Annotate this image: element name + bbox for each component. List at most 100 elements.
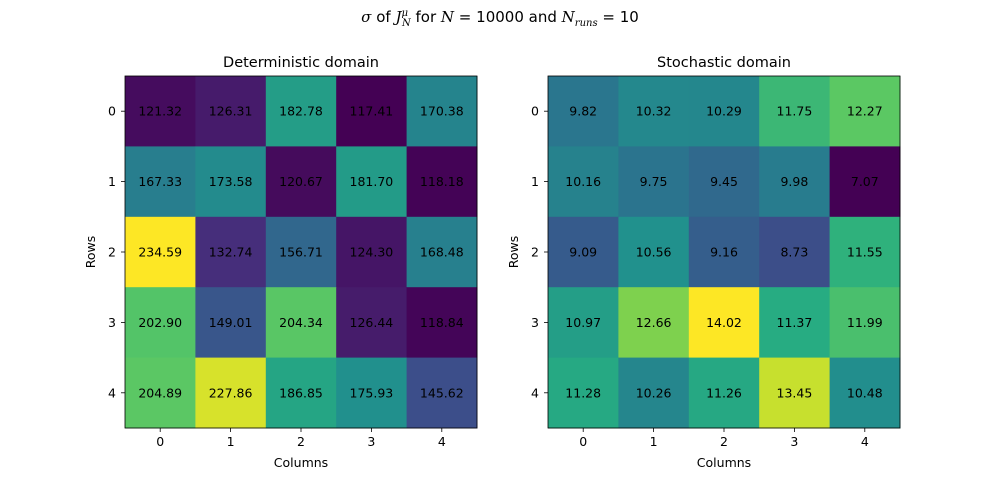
heatmap-cell-1-1-0 (548, 146, 619, 218)
heatmap-cell-1-2-4 (829, 216, 901, 288)
cell-value-label-1-0-2: 10.29 (706, 104, 742, 119)
heatmap-cell-1-1-1 (618, 146, 690, 218)
heatmap-cell-0-2-1 (195, 216, 267, 288)
heatmap-cell-0-2-0 (125, 216, 196, 288)
cell-value-label-1-4-3: 13.45 (777, 385, 813, 400)
cell-value-label-0-4-2: 186.85 (279, 385, 323, 400)
heatmap-cell-1-3-4 (829, 287, 901, 359)
suptitle-n2-sub: runs (574, 18, 598, 29)
cell-value-label-0-4-0: 204.89 (138, 385, 182, 400)
suptitle-n-value: 10000 (476, 8, 524, 26)
cell-value-label-0-2-0: 234.59 (138, 245, 182, 260)
heatmap-cell-0-4-1 (195, 357, 267, 429)
heatmap-cell-1-4-4 (829, 357, 901, 429)
cell-value-label-0-2-2: 156.71 (279, 245, 323, 260)
heatmap-cell-1-4-3 (759, 357, 831, 429)
cell-value-label-0-1-0: 167.33 (138, 174, 182, 189)
heatmap-cell-1-1-4 (829, 146, 901, 218)
cell-value-label-0-0-4: 170.38 (420, 104, 464, 119)
y-tick-label-1-4: 4 (531, 385, 539, 400)
x-tick-label-0-0: 0 (156, 434, 164, 449)
cell-value-label-1-4-0: 11.28 (565, 385, 601, 400)
cell-value-label-0-0-2: 182.78 (279, 104, 323, 119)
cell-value-label-1-3-0: 10.97 (565, 315, 601, 330)
y-tick-label-1-0: 0 (531, 104, 539, 119)
cell-value-label-1-4-1: 10.26 (636, 385, 672, 400)
x-tick-label-1-2: 2 (720, 434, 728, 449)
cell-value-label-1-0-4: 12.27 (847, 104, 883, 119)
y-tick-label-0-4: 4 (108, 385, 116, 400)
x-tick-label-0-4: 4 (438, 434, 446, 449)
y-tick-label-0-0: 0 (108, 104, 116, 119)
heatmap-cell-0-0-4 (406, 76, 478, 147)
cell-value-label-0-4-1: 227.86 (209, 385, 253, 400)
cell-value-label-0-3-3: 126.44 (350, 315, 394, 330)
cell-value-label-1-3-3: 11.37 (777, 315, 813, 330)
heatmap-cell-0-3-0 (125, 287, 196, 359)
x-axis-label-1: Columns (697, 455, 751, 470)
cell-value-label-1-2-2: 9.16 (710, 245, 738, 260)
heatmap-panel-1: 9.82 10.32 10.29 11.75 12.27 10.16 9.75 9.45 9.9… (506, 55, 901, 470)
cell-value-label-0-2-4: 168.48 (420, 245, 464, 260)
suptitle-and: and (528, 8, 557, 26)
heatmap-cell-0-2-4 (406, 216, 478, 288)
x-tick-label-1-4: 4 (861, 434, 869, 449)
cell-value-label-0-0-0: 121.32 (138, 104, 182, 119)
suptitle-j: J (395, 8, 402, 26)
figure-suptitle: σ of JμN for N = 10000 and Nruns = 10 (0, 8, 1000, 29)
cell-value-label-1-4-2: 11.26 (706, 385, 742, 400)
suptitle-for: for (415, 8, 437, 26)
suptitle-j-sub: N (401, 18, 411, 29)
heatmap-cell-1-0-3 (759, 76, 831, 147)
heatmap-cell-1-3-0 (548, 287, 619, 359)
cell-value-label-1-3-1: 12.66 (636, 315, 672, 330)
heatmap-cell-0-2-2 (265, 216, 337, 288)
cell-value-label-0-1-4: 118.18 (420, 174, 464, 189)
cell-value-label-1-1-0: 10.16 (565, 174, 601, 189)
cell-value-label-1-2-4: 11.55 (847, 245, 883, 260)
cell-value-label-1-4-4: 10.48 (847, 385, 883, 400)
heatmap-cell-0-0-2 (265, 76, 337, 147)
x-axis-label-0: Columns (274, 455, 328, 470)
cell-value-label-1-0-3: 11.75 (777, 104, 813, 119)
suptitle-n: N (440, 8, 455, 26)
heatmap-cell-0-1-4 (406, 146, 478, 218)
heatmap-cell-0-4-2 (265, 357, 337, 429)
cell-value-label-1-1-4: 7.07 (851, 174, 879, 189)
heatmap-cell-1-0-4 (829, 76, 901, 147)
heatmap-cell-1-4-2 (688, 357, 760, 429)
cell-value-label-0-2-3: 124.30 (350, 245, 394, 260)
suptitle-sigma: σ (361, 8, 372, 26)
cell-value-label-1-1-2: 9.45 (710, 174, 738, 189)
cell-value-label-0-1-2: 120.67 (279, 174, 323, 189)
heatmap-cell-0-2-3 (336, 216, 408, 288)
heatmap-panel-0: 121.32 126.31 182.78 117.41 170.38 167.33 173.… (83, 55, 478, 470)
suptitle-n2: N (561, 8, 575, 26)
cell-value-label-0-3-2: 204.34 (279, 315, 323, 330)
cell-value-label-1-3-4: 11.99 (847, 315, 883, 330)
cell-value-label-0-2-1: 132.74 (209, 245, 253, 260)
heatmap-cell-1-2-3 (759, 216, 831, 288)
y-axis-label-1: Rows (506, 236, 521, 269)
y-tick-label-1-2: 2 (531, 245, 539, 260)
y-tick-label-1-1: 1 (531, 174, 539, 189)
heatmap-cell-0-4-4 (406, 357, 478, 429)
cell-value-label-1-0-1: 10.32 (636, 104, 672, 119)
heatmap-cell-1-1-3 (759, 146, 831, 218)
heatmap-cell-1-3-3 (759, 287, 831, 359)
heatmap-cell-1-2-2 (688, 216, 760, 288)
x-tick-label-0-3: 3 (367, 434, 375, 449)
cell-value-label-1-2-0: 9.09 (569, 245, 597, 260)
cell-value-label-1-1-3: 9.98 (780, 174, 808, 189)
heatmap-cell-1-0-0 (548, 76, 619, 147)
y-tick-label-0-2: 2 (108, 245, 116, 260)
heatmap-cell-1-2-0 (548, 216, 619, 288)
cell-value-label-0-4-3: 175.93 (350, 385, 394, 400)
heatmap-cell-0-1-0 (125, 146, 196, 218)
x-tick-label-0-1: 1 (227, 434, 235, 449)
cell-value-label-1-3-2: 14.02 (706, 315, 742, 330)
heatmap-cell-0-3-1 (195, 287, 267, 359)
cell-value-label-0-3-4: 118.84 (420, 315, 464, 330)
